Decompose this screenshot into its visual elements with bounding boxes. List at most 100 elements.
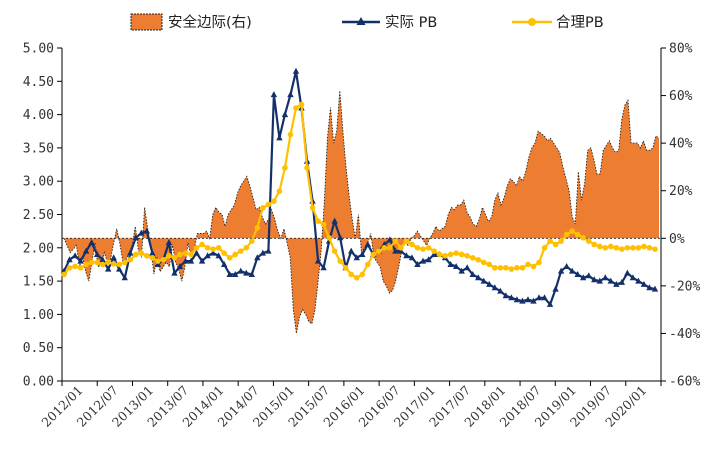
reasonable-pb-point (624, 245, 631, 251)
reasonable-pb-point (237, 248, 244, 254)
actual-pb-point (524, 296, 532, 303)
reasonable-pb-point (613, 245, 620, 251)
reasonable-pb-point (232, 251, 239, 258)
actual-pb-point (66, 256, 73, 263)
reasonable-pb-point (105, 259, 111, 266)
reasonable-pb-point (83, 261, 89, 268)
reasonable-pb-point (431, 248, 437, 254)
reasonable-pb-point (602, 245, 609, 251)
actual-pb-point (557, 267, 565, 274)
actual-pb-point (552, 285, 559, 292)
reasonable-pb-point (342, 264, 349, 271)
actual-pb-point (88, 238, 95, 245)
reasonable-pb-point (469, 254, 476, 261)
y-left-tick-label: 0.00 (23, 375, 54, 390)
reasonable-pb-point (447, 251, 454, 258)
y-left-tick-label: 5.00 (23, 42, 54, 57)
actual-pb-point (646, 284, 653, 291)
actual-pb-point (513, 296, 521, 303)
y-left-tick-label: 1.50 (23, 275, 54, 290)
reasonable-pb-point (359, 271, 366, 278)
reasonable-pb-point (221, 250, 227, 256)
reasonable-pb-point (458, 251, 465, 258)
actual-pb-point (568, 267, 576, 274)
actual-pb-point (320, 264, 327, 271)
reasonable-pb-point (99, 261, 106, 268)
actual-pb-point (292, 67, 300, 74)
actual-pb-point (452, 262, 460, 269)
actual-pb-point (93, 250, 101, 257)
actual-pb-point (270, 91, 278, 98)
actual-pb-point (359, 250, 366, 257)
y-left-tick-label: 4.50 (23, 75, 54, 90)
y-left-tick-label: 0.50 (23, 341, 54, 356)
actual-pb-point (248, 270, 255, 277)
actual-pb-point (574, 270, 581, 277)
reasonable-pb-point (326, 235, 332, 241)
reasonable-pb-point (121, 259, 128, 266)
actual-pb-point (243, 269, 250, 276)
reasonable-pb-point (149, 254, 156, 261)
reasonable-pb-point (276, 188, 283, 194)
reasonable-pb-point (331, 248, 338, 254)
actual-pb-point (336, 234, 344, 241)
y-left-tick-label: 4.00 (23, 108, 54, 123)
reasonable-pb-point (304, 165, 310, 171)
reasonable-pb-point (182, 250, 189, 256)
reasonable-pb-point (525, 261, 531, 268)
actual-pb-point (276, 134, 283, 141)
actual-pb-point (613, 280, 620, 287)
actual-pb-point (591, 276, 598, 283)
legend-margin-swatch (130, 13, 163, 31)
reasonable-pb-point (320, 221, 327, 228)
actual-pb-point (458, 267, 465, 274)
reasonable-pb-point (337, 258, 343, 264)
actual-pb-point (265, 247, 272, 254)
actual-pb-point (364, 240, 371, 247)
reasonable-pb-point (403, 238, 410, 244)
y-left-tick-label: 2.00 (23, 241, 54, 256)
actual-pb-point (220, 260, 228, 267)
actual-pb-point (110, 254, 117, 261)
reasonable-pb-point (398, 245, 404, 251)
reasonable-pb-point (226, 254, 233, 261)
actual-pb-point (602, 274, 609, 281)
actual-pb-point (624, 269, 631, 276)
actual-pb-point (254, 254, 261, 261)
actual-pb-point (198, 257, 206, 264)
reasonable-pb-point (619, 246, 625, 252)
actual-pb-point (447, 260, 454, 267)
reasonable-pb-point (530, 263, 537, 270)
reasonable-pb-point (370, 251, 377, 258)
reasonable-pb-point (591, 241, 598, 248)
reasonable-pb-point (492, 264, 498, 271)
reasonable-pb-point (381, 245, 388, 251)
reasonable-pb-point (436, 251, 443, 258)
actual-pb-point (314, 257, 322, 264)
y-right-tick-label: 0% (669, 232, 685, 247)
actual-pb-point (541, 294, 548, 301)
actual-pb-point (408, 254, 416, 261)
y-right-tick-label: -60% (669, 375, 700, 390)
actual-pb-point (651, 285, 659, 292)
reasonable-pb-point (519, 264, 526, 271)
reasonable-pb-point (580, 235, 586, 241)
reasonable-pb-point (210, 246, 216, 252)
margin-area-layer (62, 90, 661, 334)
reasonable-pb-point (376, 248, 382, 254)
reasonable-pb-point (293, 105, 299, 111)
reasonable-pb-point (425, 245, 432, 251)
reasonable-pb-point (608, 243, 614, 250)
reasonable-pb-point (127, 256, 134, 263)
actual-pb-point (381, 240, 388, 247)
actual-pb-point (491, 284, 499, 291)
reasonable-pb-point (475, 256, 482, 263)
reasonable-pb-point (646, 245, 653, 251)
reasonable-pb-point (353, 274, 360, 281)
actual-pb-point (635, 277, 642, 284)
actual-pb-point (281, 111, 289, 118)
actual-pb-point (419, 257, 427, 264)
y-right-tick-label: -40% (669, 327, 700, 342)
reasonable-pb-point (503, 264, 509, 271)
